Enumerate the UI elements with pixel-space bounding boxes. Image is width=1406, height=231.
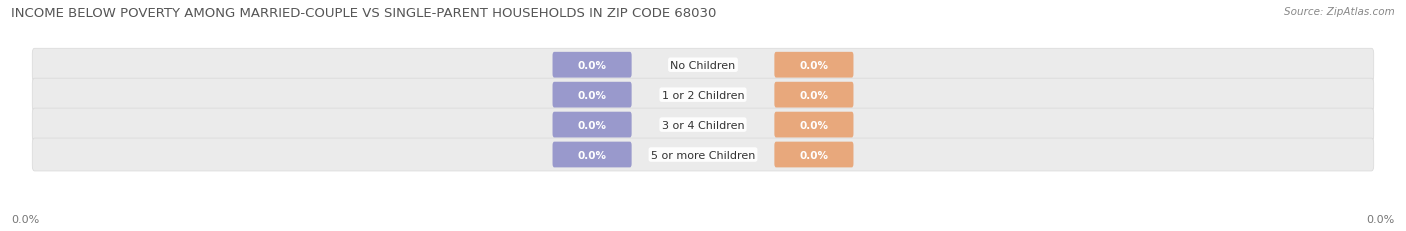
Text: 5 or more Children: 5 or more Children bbox=[651, 150, 755, 160]
Text: 0.0%: 0.0% bbox=[578, 90, 606, 100]
FancyBboxPatch shape bbox=[553, 112, 631, 138]
Text: 0.0%: 0.0% bbox=[578, 150, 606, 160]
Text: 0.0%: 0.0% bbox=[578, 120, 606, 130]
FancyBboxPatch shape bbox=[553, 142, 631, 168]
Text: 1 or 2 Children: 1 or 2 Children bbox=[662, 90, 744, 100]
Text: Source: ZipAtlas.com: Source: ZipAtlas.com bbox=[1284, 7, 1395, 17]
Text: 0.0%: 0.0% bbox=[800, 120, 828, 130]
FancyBboxPatch shape bbox=[775, 82, 853, 108]
FancyBboxPatch shape bbox=[553, 82, 631, 108]
FancyBboxPatch shape bbox=[553, 53, 631, 78]
FancyBboxPatch shape bbox=[32, 79, 1374, 112]
FancyBboxPatch shape bbox=[32, 109, 1374, 141]
Text: 0.0%: 0.0% bbox=[800, 150, 828, 160]
Text: 0.0%: 0.0% bbox=[800, 61, 828, 70]
Text: 0.0%: 0.0% bbox=[11, 214, 39, 224]
Text: No Children: No Children bbox=[671, 61, 735, 70]
Text: 0.0%: 0.0% bbox=[1367, 214, 1395, 224]
FancyBboxPatch shape bbox=[32, 49, 1374, 82]
Text: 0.0%: 0.0% bbox=[578, 61, 606, 70]
FancyBboxPatch shape bbox=[32, 138, 1374, 171]
FancyBboxPatch shape bbox=[775, 142, 853, 168]
Text: INCOME BELOW POVERTY AMONG MARRIED-COUPLE VS SINGLE-PARENT HOUSEHOLDS IN ZIP COD: INCOME BELOW POVERTY AMONG MARRIED-COUPL… bbox=[11, 7, 717, 20]
Text: 3 or 4 Children: 3 or 4 Children bbox=[662, 120, 744, 130]
Text: 0.0%: 0.0% bbox=[800, 90, 828, 100]
FancyBboxPatch shape bbox=[775, 53, 853, 78]
FancyBboxPatch shape bbox=[775, 112, 853, 138]
